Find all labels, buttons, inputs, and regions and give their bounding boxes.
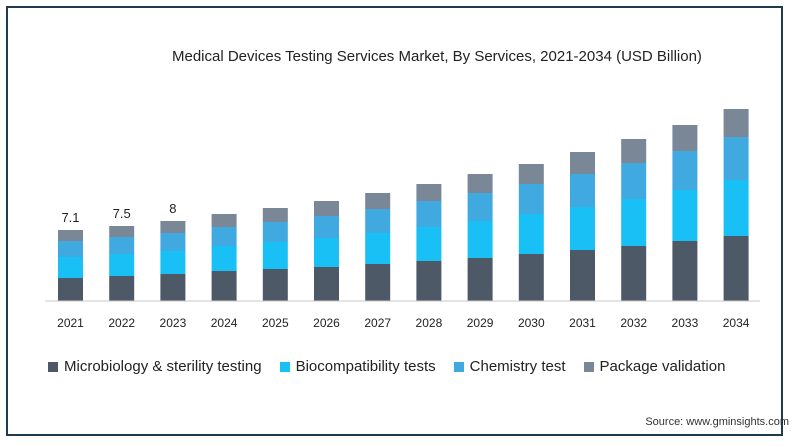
bar-segment-2031-s2 [570,174,595,207]
x-tick-2031: 2031 [569,316,596,330]
legend-swatch [453,361,464,372]
x-tick-2033: 2033 [672,316,699,330]
bar-segment-2025-s1 [262,242,288,269]
bar-segment-2030-s3 [518,164,544,184]
bar-segment-2025-s0 [262,269,288,301]
chart-frame [6,6,783,436]
bar-segment-2033-s2 [672,151,698,190]
bar-segment-2027-s1 [365,233,391,264]
legend-label: Biocompatibility tests [295,358,436,375]
bar-segment-2022-s2 [109,237,135,254]
x-tick-2024: 2024 [211,316,238,330]
bar-segment-2029-s1 [467,221,493,258]
bar-segment-2030-s0 [518,254,544,301]
source-note: Source: www.gminsights.com [645,416,789,428]
bar-segment-2032-s0 [621,246,647,301]
bar-segment-2031-s3 [570,152,595,174]
bar-segment-2021-s3 [58,230,83,241]
data-label-2023: 8 [169,201,176,216]
legend-item-chemistry: Chemistry test [453,358,566,375]
bar-segment-2021-s0 [58,278,83,301]
bar-segment-2027-s3 [365,193,391,209]
bar-segment-2022-s1 [109,254,135,276]
x-tick-2023: 2023 [160,316,187,330]
bar-segment-2031-s1 [570,207,595,250]
bar-segment-2029-s3 [467,174,493,193]
x-tick-2029: 2029 [467,316,494,330]
legend-item-microbiology: Microbiology & sterility testing [48,358,262,375]
bar-segment-2026-s2 [314,216,339,238]
legend-swatch [279,361,290,372]
bar-segment-2026-s0 [314,267,339,301]
x-tick-2032: 2032 [620,316,647,330]
bar-segment-2034-s1 [723,180,749,236]
x-tick-2026: 2026 [313,316,340,330]
bar-segment-2024-s0 [211,271,237,301]
bar-segment-2023-s0 [160,274,186,301]
x-tick-2021: 2021 [57,316,84,330]
bar-segment-2022-s0 [109,276,135,301]
bars-group [58,109,749,301]
bar-segment-2034-s2 [723,137,749,180]
bar-segment-2025-s3 [262,208,288,222]
x-tick-2034: 2034 [723,316,750,330]
bar-segment-2032-s1 [621,199,647,246]
x-tick-2028: 2028 [416,316,443,330]
bar-segment-2021-s1 [58,257,83,278]
bar-segment-2024-s2 [211,227,237,246]
legend-label: Package validation [599,358,726,375]
bar-segment-2029-s0 [467,258,493,301]
data-labels: 7.1 7.5 8 [61,201,176,225]
bar-segment-2028-s0 [416,261,442,301]
bar-segment-2033-s0 [672,241,698,301]
bar-segment-2023-s3 [160,221,186,233]
legend-item-biocompatibility: Biocompatibility tests [279,358,436,375]
data-label-2022: 7.5 [113,206,131,221]
x-tick-2022: 2022 [108,316,135,330]
bar-segment-2024-s1 [211,246,237,271]
bar-segment-2026-s3 [314,201,339,216]
legend: Microbiology & sterility testing Biocomp… [48,358,725,375]
bar-segment-2032-s2 [621,163,647,199]
bar-segment-2030-s2 [518,184,544,214]
bar-segment-2033-s1 [672,190,698,241]
bar-segment-2034-s0 [723,236,749,301]
legend-swatch [48,361,58,372]
bar-segment-2032-s3 [621,139,647,163]
bar-segment-2024-s3 [211,214,237,227]
legend-label: Microbiology & sterility testing [64,358,262,375]
chart-title: Medical Devices Testing Services Market,… [172,48,702,65]
bar-segment-2033-s3 [672,125,698,151]
bar-segment-2023-s1 [160,251,186,274]
bar-segment-2025-s2 [262,222,288,242]
bar-segment-2029-s2 [467,193,493,221]
legend-item-package: Package validation [583,358,726,375]
bar-segment-2023-s2 [160,233,186,251]
data-label-2021: 7.1 [61,210,79,225]
bar-segment-2031-s0 [570,250,595,301]
bar-segment-2028-s1 [416,227,442,261]
bar-segment-2034-s3 [723,109,749,137]
legend-label: Chemistry test [469,358,566,375]
legend-swatch [583,361,594,372]
x-tick-2030: 2030 [518,316,545,330]
bar-segment-2021-s2 [58,241,83,257]
bar-segment-2027-s2 [365,209,391,233]
bar-segment-2026-s1 [314,238,339,267]
bar-segment-2028-s2 [416,201,442,227]
x-tick-labels: 2021 2022 2023 2024 2025 2026 2027 2028 2029 2030… [57,316,750,330]
bar-segment-2022-s3 [109,226,135,237]
x-tick-2025: 2025 [262,316,289,330]
bar-segment-2027-s0 [365,264,391,301]
bar-segment-2028-s3 [416,184,442,201]
bar-segment-2030-s1 [518,214,544,254]
x-tick-2027: 2027 [364,316,391,330]
